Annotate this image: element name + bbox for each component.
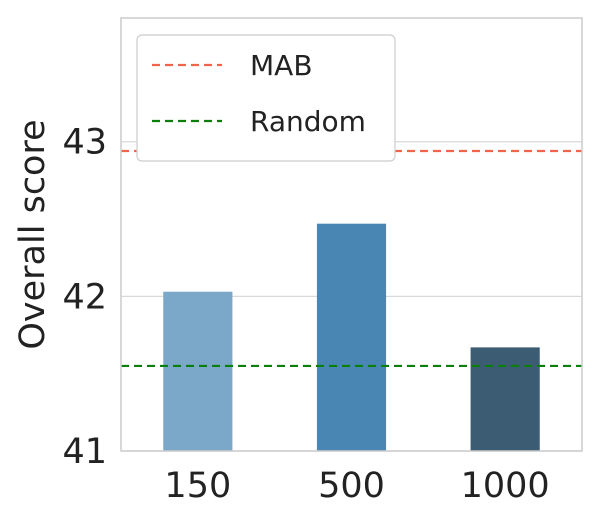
plot-frame (120, 17, 583, 452)
bar-1000 (470, 347, 540, 451)
reference-lines (121, 149, 582, 368)
legend-label-random: Random (250, 105, 366, 138)
x-tick-label: 1000 (461, 466, 550, 506)
y-axis-label: Overall score (13, 119, 53, 349)
bar-150 (163, 291, 233, 451)
x-tick-label: 500 (318, 466, 385, 506)
y-tick-label: 43 (62, 123, 107, 163)
y-tick-labels: 41 42 43 (62, 123, 107, 472)
bar-500 (316, 223, 387, 451)
x-tick-label: 150 (164, 466, 231, 506)
legend: MAB Random (136, 34, 396, 162)
bars (163, 223, 540, 451)
x-tick-labels: 150 500 1000 (164, 466, 549, 506)
y-tick-label: 42 (62, 277, 107, 317)
legend-label-mab: MAB (250, 49, 313, 82)
y-tick-label: 41 (62, 432, 107, 472)
legend-box (136, 34, 396, 162)
